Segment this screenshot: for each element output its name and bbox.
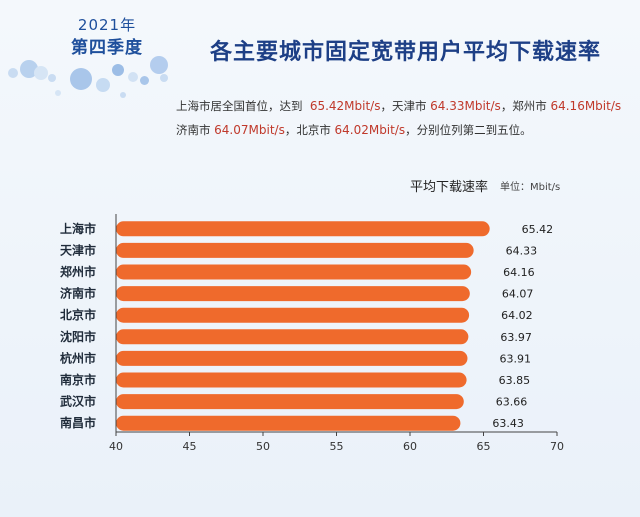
data-label: 64.02 (501, 309, 533, 322)
bar (116, 307, 470, 323)
year-label: 2021年 (77, 16, 137, 34)
summary-value: 64.33Mbit/s (430, 99, 501, 113)
x-tick-label: 70 (550, 440, 564, 453)
x-tick-label: 40 (109, 440, 123, 453)
summary-text-part: ，郑州市 (500, 99, 547, 113)
decor-bubble (55, 90, 61, 96)
x-tick-label: 60 (403, 440, 417, 453)
decor-bubble (120, 92, 126, 98)
summary-text-part: 上海市居全国首位，达到 (176, 99, 303, 113)
bar (116, 350, 468, 366)
summary-text-part: ，北京市 (284, 123, 331, 137)
data-label: 63.43 (492, 417, 524, 430)
page-title: 各主要城市固定宽带用户平均下载速率 (210, 40, 602, 65)
x-tick-label: 65 (477, 440, 491, 453)
unit-label: 单位：Mbit/s (500, 182, 561, 193)
decor-bubble (150, 56, 168, 74)
decor-bubble (8, 68, 18, 78)
data-label: 64.07 (502, 288, 533, 301)
decor-bubble (34, 66, 48, 80)
bar (116, 415, 461, 431)
data-label: 64.33 (506, 244, 538, 257)
category-label: 武汉市 (60, 394, 96, 409)
summary-line-1: 上海市居全国首位，达到 65.42Mbit/s，天津市 64.33Mbit/s，… (176, 94, 636, 118)
quarter-label: 第四季度 (71, 38, 143, 58)
bar (116, 372, 467, 388)
bar (116, 286, 470, 302)
x-tick-label: 45 (183, 440, 197, 453)
summary-text-part: ，天津市 (380, 99, 427, 113)
data-label: 63.97 (500, 331, 532, 344)
summary-line-2: 济南市 64.07Mbit/s，北京市 64.02Mbit/s，分别位列第二到五… (176, 118, 636, 142)
data-label: 63.66 (496, 396, 528, 409)
summary-value: 65.42Mbit/s (309, 99, 381, 113)
decor-bubble (70, 68, 92, 90)
category-label: 济南市 (60, 286, 96, 301)
category-label: 北京市 (60, 307, 96, 322)
summary-text: 上海市居全国首位，达到 65.42Mbit/s，天津市 64.33Mbit/s，… (176, 94, 636, 142)
summary-value: 64.07Mbit/s (214, 123, 285, 137)
decor-bubble (128, 72, 138, 82)
decor-bubble (140, 76, 149, 85)
data-label: 64.16 (503, 266, 534, 279)
category-label: 天津市 (60, 242, 96, 257)
bar (116, 221, 490, 237)
series-label: 平均下载速率 (410, 180, 489, 195)
bar (116, 329, 469, 345)
data-label: 63.85 (499, 374, 530, 387)
decor-bubble (20, 60, 38, 78)
category-label: 南昌市 (60, 415, 96, 430)
data-label: 63.91 (499, 352, 531, 365)
category-label: 杭州市 (60, 350, 96, 365)
decor-bubble (48, 74, 56, 82)
category-label: 沈阳市 (60, 329, 96, 344)
data-label: 65.42 (522, 223, 554, 236)
x-tick-label: 55 (330, 440, 344, 453)
category-label: 上海市 (60, 221, 96, 236)
category-label: 南京市 (60, 372, 96, 387)
x-tick-label: 50 (256, 440, 270, 453)
bar (116, 242, 474, 258)
bar (116, 264, 472, 280)
decor-bubble (160, 74, 168, 82)
category-label: 郑州市 (60, 264, 96, 279)
summary-value: 64.16Mbit/s (550, 99, 622, 113)
bar (116, 394, 464, 410)
summary-text-part: ，分别位列第二到五位。 (405, 123, 532, 137)
summary-value: 64.02Mbit/s (334, 123, 406, 137)
decor-bubble (112, 64, 124, 76)
summary-text-part: 济南市 (176, 123, 211, 137)
decor-bubble (96, 78, 110, 92)
